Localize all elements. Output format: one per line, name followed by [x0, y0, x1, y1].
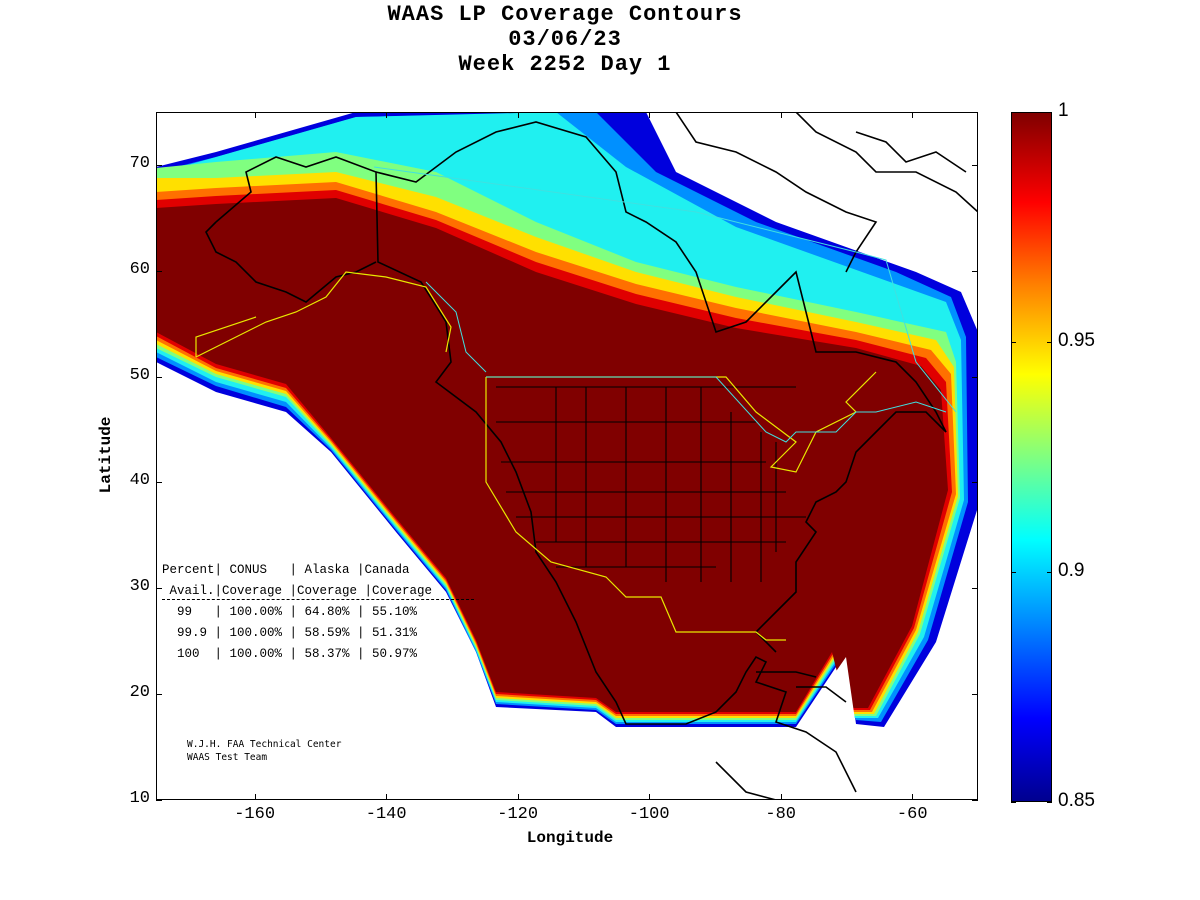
colorbar-tick-label: 0.85 [1058, 790, 1095, 811]
y-tick-label: 40 [129, 471, 150, 491]
stats-row: 99.9 | 100.00% | 58.59% | 51.31% [162, 626, 418, 640]
colorbar-tick-mark [1011, 342, 1052, 343]
stats-row: 99 | 100.00% | 64.80% | 55.10% [162, 605, 418, 619]
service-boundary-yellow [195, 271, 877, 641]
y-tick-mark [972, 588, 978, 590]
x-tick-label: -160 [234, 805, 276, 824]
x-tick-label: -60 [896, 805, 928, 824]
x-tick-mark [912, 794, 914, 800]
colorbar-tick-mark [1011, 572, 1052, 573]
x-tick-mark [912, 112, 914, 118]
stats-header-2: Avail.|Coverage |Coverage |Coverage [162, 584, 433, 598]
colorbar-tick-label: 1 [1058, 100, 1069, 121]
state-boundaries [496, 386, 806, 582]
y-tick-label: 30 [129, 577, 150, 597]
colorbar-tick-mark [1011, 802, 1052, 803]
x-tick-label: -140 [365, 805, 407, 824]
y-tick-mark [972, 482, 978, 484]
y-tick-mark [972, 694, 978, 696]
x-tick-mark [386, 112, 388, 118]
colorbar-tick-mark [1011, 112, 1052, 113]
x-tick-label: -120 [497, 805, 539, 824]
x-tick-mark [254, 794, 256, 800]
x-tick-mark [649, 112, 651, 118]
y-tick-mark [156, 270, 162, 272]
credit-text: W.J.H. FAA Technical Center WAAS Test Te… [187, 738, 341, 764]
x-tick-mark [517, 794, 519, 800]
y-tick-mark [972, 164, 978, 166]
coastlines [205, 112, 978, 800]
x-tick-mark [780, 112, 782, 118]
y-tick-label: 70 [129, 153, 150, 173]
colorbar-tick-label: 0.9 [1058, 560, 1085, 581]
x-tick-mark [517, 112, 519, 118]
credit-line: W.J.H. FAA Technical Center [187, 739, 342, 750]
y-tick-mark [156, 164, 162, 166]
no-data-region [156, 362, 978, 800]
stats-row: 100 | 100.00% | 58.37% | 50.97% [162, 647, 418, 661]
coverage-map [156, 112, 978, 800]
chart-title: WAAS LP Coverage Contours [387, 2, 743, 27]
coverage-stats-table: Percent| CONUS | Alaska |Canada Avail.|C… [162, 560, 432, 665]
y-tick-mark [972, 376, 978, 378]
stats-header-1: Percent| CONUS | Alaska |Canada [162, 563, 410, 577]
map-plot-area [156, 112, 978, 800]
colorbar [1011, 112, 1052, 802]
chart-week-day: Week 2252 Day 1 [458, 52, 672, 77]
y-tick-mark [156, 800, 162, 801]
stats-divider [162, 599, 474, 600]
y-tick-label: 20 [129, 683, 150, 703]
x-axis-label: Longitude [526, 829, 614, 847]
x-tick-label: -100 [628, 805, 670, 824]
chart-date: 03/06/23 [508, 27, 622, 52]
y-tick-mark [972, 800, 978, 801]
y-axis-label: Latitude [97, 416, 115, 494]
y-tick-mark [972, 270, 978, 272]
x-tick-mark [386, 794, 388, 800]
y-tick-label: 60 [129, 259, 150, 279]
y-tick-label: 10 [129, 789, 150, 808]
service-boundary-cyan [373, 166, 957, 443]
y-tick-mark [156, 588, 162, 590]
x-tick-mark [780, 794, 782, 800]
coverage-contour-darkred [156, 198, 948, 712]
x-tick-mark [649, 794, 651, 800]
y-tick-mark [156, 376, 162, 378]
x-tick-mark [254, 112, 256, 118]
credit-line: WAAS Test Team [187, 752, 268, 763]
colorbar-tick-label: 0.95 [1058, 330, 1095, 351]
x-tick-label: -80 [765, 805, 797, 824]
y-tick-mark [156, 694, 162, 696]
y-tick-mark [156, 482, 162, 484]
y-tick-label: 50 [129, 365, 150, 385]
